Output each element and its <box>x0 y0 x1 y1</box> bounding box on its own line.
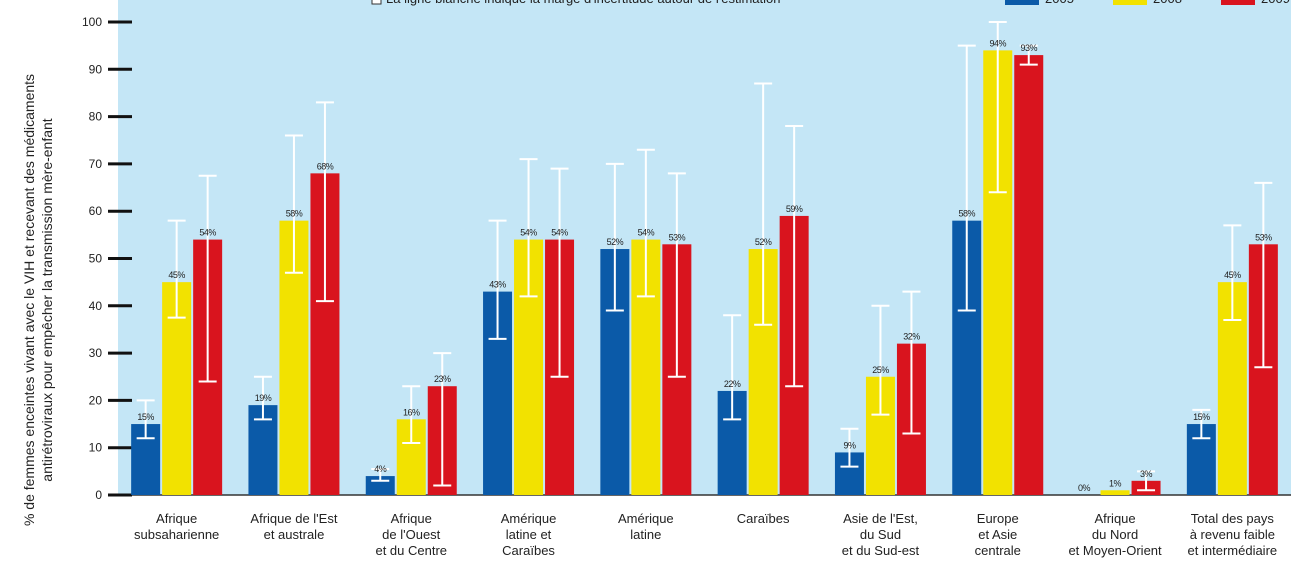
y-tick-label: 90 <box>89 62 103 76</box>
value-label: 94% <box>989 38 1006 48</box>
y-axis-label: % de femmes enceintes vivant avec le VIH… <box>21 74 37 526</box>
legend-note: La ligne blanche indique la marge d'ince… <box>386 0 781 6</box>
y-tick-label: 80 <box>89 110 103 124</box>
x-tick-label: Total des pays à revenu faible et interméd… <box>1188 511 1278 558</box>
value-label: 53% <box>1255 232 1272 242</box>
y-tick-label: 20 <box>89 393 103 407</box>
legend-label: 2009 <box>1261 0 1290 6</box>
value-label: 9% <box>843 440 856 450</box>
value-label: 52% <box>607 237 624 247</box>
bar <box>1100 490 1130 495</box>
x-tick-label: Caraïbes <box>737 511 790 526</box>
y-tick-label: 30 <box>89 346 103 360</box>
y-tick-label: 0 <box>95 488 102 502</box>
value-label: 54% <box>551 228 568 238</box>
x-tick-label: Afrique de l'Est et australe <box>250 511 337 542</box>
y-tick-label: 60 <box>89 204 103 218</box>
value-label: 1% <box>1109 478 1122 488</box>
legend-swatch <box>1005 0 1039 5</box>
value-label: 93% <box>1020 43 1037 53</box>
value-label: 15% <box>137 412 154 422</box>
value-label: 16% <box>403 407 420 417</box>
value-label: 25% <box>872 365 889 375</box>
x-tick-label: Europe et Asie centrale <box>975 511 1021 558</box>
y-tick-label: 10 <box>89 441 103 455</box>
value-label: 43% <box>489 280 506 290</box>
legend-swatch <box>1113 0 1147 5</box>
value-label: 52% <box>755 237 772 247</box>
legend-label: 2005 <box>1045 0 1074 6</box>
x-tick-label: Asie de l'Est, du Sud et du Sud-est <box>842 511 920 558</box>
value-label: 15% <box>1193 412 1210 422</box>
value-label: 54% <box>199 228 216 238</box>
y-tick-label: 70 <box>89 157 103 171</box>
y-tick-label: 40 <box>89 299 103 313</box>
x-tick-label: Afrique du Nord et Moyen-Orient <box>1068 511 1162 558</box>
value-label: 3% <box>1140 469 1153 479</box>
y-tick-label: 100 <box>82 15 102 29</box>
legend-swatch <box>1221 0 1255 5</box>
value-label: 4% <box>374 464 387 474</box>
value-label: 54% <box>638 228 655 238</box>
value-label: 45% <box>1224 270 1241 280</box>
bar <box>1014 55 1044 496</box>
x-tick-label: Amérique latine et Caraïbes <box>501 511 557 558</box>
x-tick-label: Amérique latine <box>618 511 674 542</box>
legend-label: 2008 <box>1153 0 1182 6</box>
value-label: 53% <box>669 232 686 242</box>
value-label: 0% <box>1078 483 1091 493</box>
value-label: 32% <box>903 332 920 342</box>
value-label: 45% <box>168 270 185 280</box>
value-label: 54% <box>520 228 537 238</box>
value-label: 22% <box>724 379 741 389</box>
y-axis-label: antirétroviraux pour empêcher la transmi… <box>39 118 55 481</box>
value-label: 68% <box>317 161 334 171</box>
value-label: 58% <box>286 209 303 219</box>
value-label: 58% <box>958 209 975 219</box>
value-label: 59% <box>786 204 803 214</box>
y-tick-label: 50 <box>89 252 103 266</box>
value-label: 19% <box>255 393 272 403</box>
value-label: 23% <box>434 374 451 384</box>
legend-note-swatch <box>371 0 382 5</box>
x-tick-label: Afrique de l'Ouest et du Centre <box>375 511 447 558</box>
x-tick-label: Afrique subsaharienne <box>134 511 219 542</box>
